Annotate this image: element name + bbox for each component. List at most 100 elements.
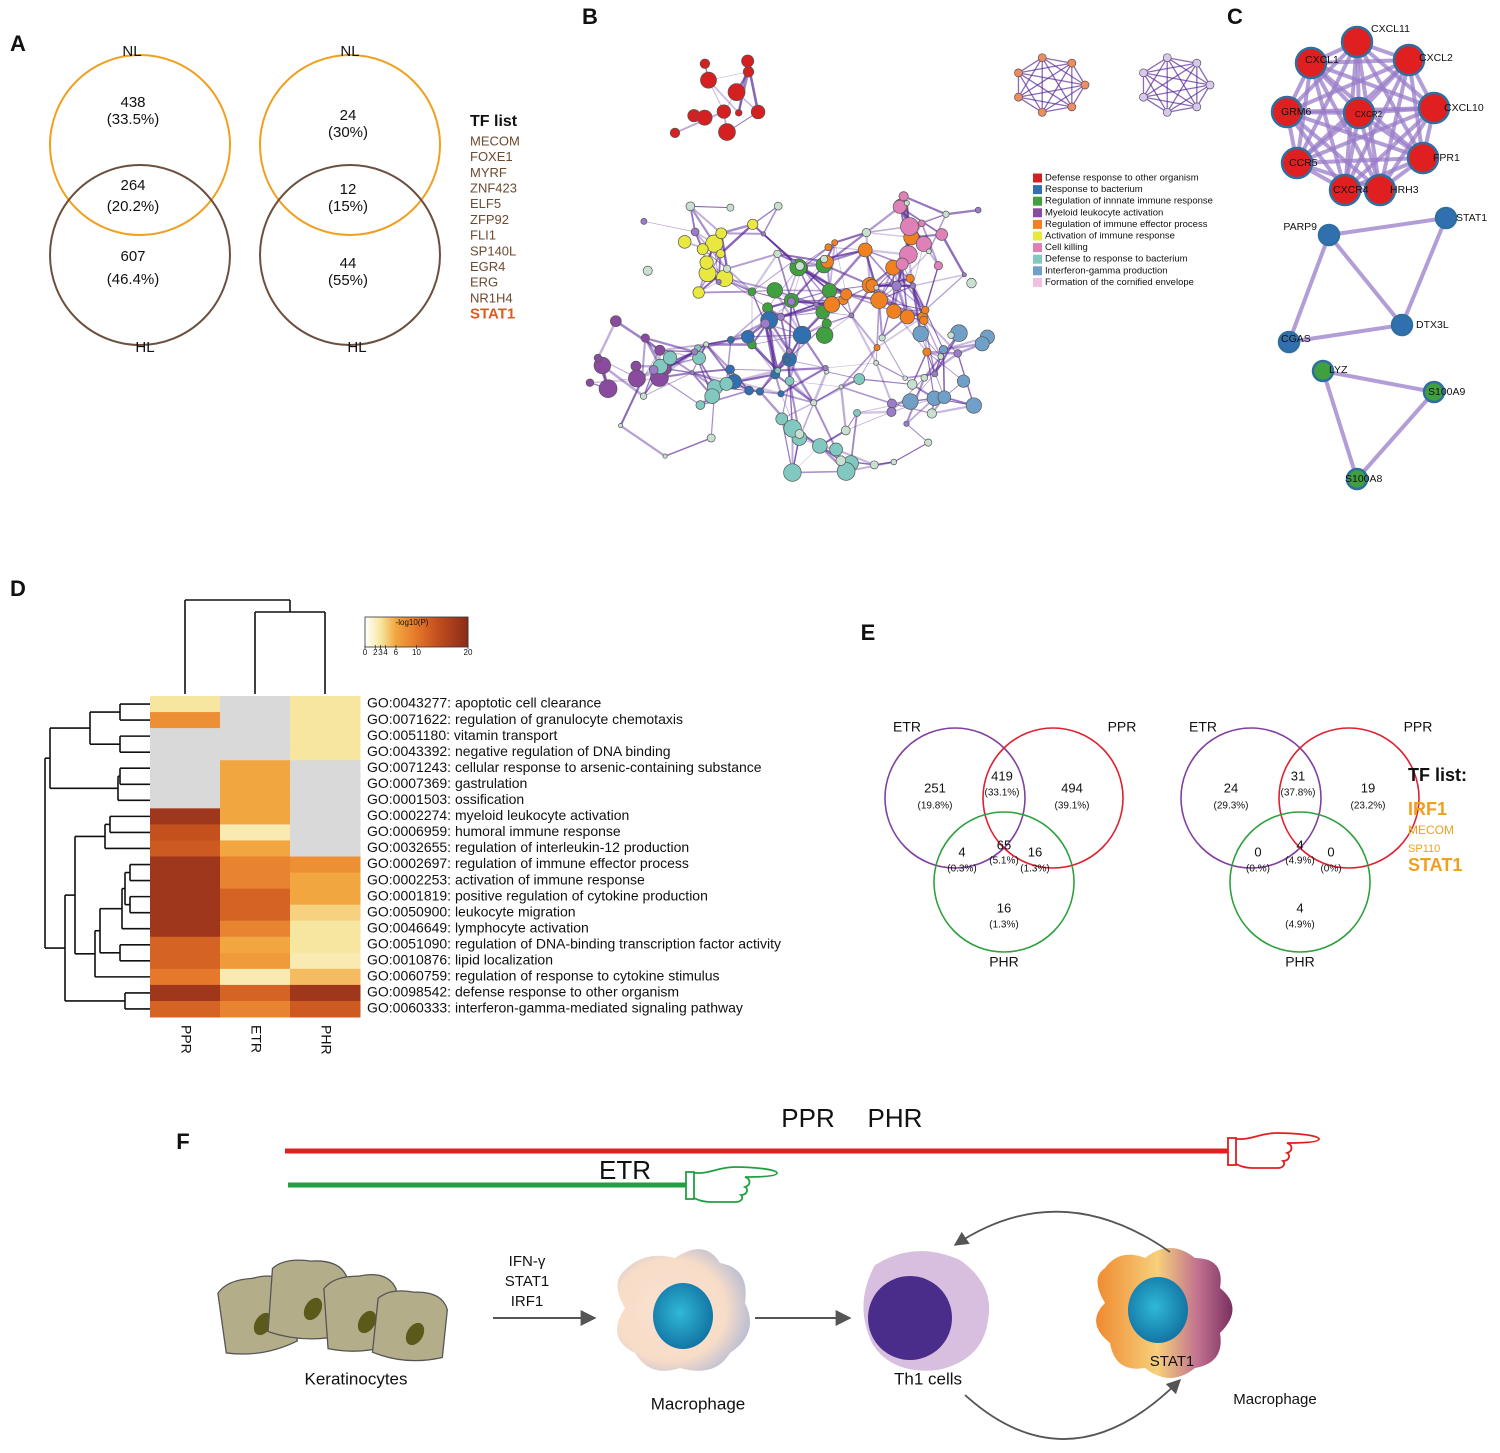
legend-gradient [449,617,451,647]
network-node [725,364,735,375]
legend-gradient [388,617,391,647]
network-node [677,235,692,249]
tf-item: STAT1 [1408,855,1462,875]
network-node [812,438,828,454]
heatmap-cell [220,952,291,970]
network-node [840,288,853,301]
network-edge [1296,156,1424,165]
network-edge [1018,62,1073,98]
region-percent: (1.3%) [989,920,1018,931]
row-label: GO:0050900: leukocyte migration [367,903,576,919]
network-edge [698,290,753,294]
row-label: GO:0060759: regulation of response to cy… [367,968,720,984]
legend-label: Interferon-gamma production [1045,265,1168,276]
legend-gradient [455,617,458,647]
legend-gradient [461,617,464,647]
legend-label: Myeloid leukocyte activation [1045,207,1163,218]
network-edge [1018,96,1043,113]
network-node [903,200,910,207]
node-label: CXCL2 [1419,52,1453,64]
legend-gradient [383,617,385,647]
node-label: LYZ [1329,364,1348,376]
network-node [741,329,755,344]
network-edge [726,252,778,270]
region-percent: (0%) [1320,864,1341,875]
heatmap-cell [150,952,221,970]
tf-list-title: TF list: [1408,765,1467,785]
network-node [873,344,881,352]
network-node [953,349,962,358]
network-edge [892,267,927,311]
set-label: NL [340,43,359,60]
network-node [1294,46,1328,80]
network-edge [1143,57,1168,74]
tf-item: FLI1 [470,228,496,243]
network-node [873,284,880,291]
region-percent: (37.8%) [1280,788,1315,799]
network-node [902,393,919,410]
legend-gradient [407,617,409,647]
network-edge [812,371,828,404]
region-count: 16 [1028,844,1042,859]
legend-gradient [369,617,371,647]
region-percent: (33.1%) [984,788,1019,799]
network-node [723,264,732,273]
network-edge [859,378,913,386]
network-node [699,255,714,270]
network-node [1192,58,1202,68]
legend-label: Defense to response to bacterium [1045,254,1188,265]
network-edge [1327,233,1404,327]
network-edge [839,386,847,431]
legend-gradient [426,617,429,647]
network-node [774,367,782,374]
network-node [900,217,919,236]
heatmap-cell [290,904,361,922]
network-node [735,109,743,117]
venn-circle [982,727,1124,869]
row-label: GO:0051090: regulation of DNA-binding tr… [367,935,781,951]
network-edge [813,386,842,404]
network-edge [1296,106,1435,165]
network-edge [1143,72,1211,86]
bar-label: ETR [599,1155,651,1185]
network-edge [1400,217,1448,326]
network-node [918,219,926,228]
network-node [905,273,915,283]
region-count: 419 [991,768,1013,783]
network-node [853,409,861,417]
network-node [1417,91,1451,125]
legend-gradient [421,617,424,647]
empty-cell [220,744,291,761]
network-node [699,58,711,69]
legend-tick-label: 10 [412,648,421,657]
network-node [920,374,929,382]
column-label: PPR [178,1025,194,1054]
network-edge [1041,57,1086,86]
network-edge [788,380,815,404]
panel-label: E [861,620,876,645]
network-edge [705,335,748,346]
network-node [775,412,789,426]
heatmap-cell [150,888,221,906]
panel-label: B [582,4,598,29]
legend-gradient [415,617,417,647]
network-node [823,296,841,313]
region-percent: (5.1%) [989,856,1018,867]
heatmap-cell [220,888,291,906]
legend-swatch [1033,208,1042,218]
heatmap-cell [220,872,291,890]
network-edge [1322,369,1435,394]
column-label: PHR [318,1025,334,1055]
legend-gradient [365,617,367,647]
tf-item: NR1H4 [470,290,513,305]
legend-gradient [450,617,452,647]
node-label: CGAS [1281,333,1311,345]
legend-gradient [366,617,368,647]
region-percent: (0.3%) [947,864,976,875]
legend-gradient [386,617,389,647]
legend-gradient [424,617,427,647]
network-node [700,71,717,89]
feedback-arrow [953,1210,1171,1253]
network-node [787,297,796,306]
heatmap-cell [220,808,291,825]
